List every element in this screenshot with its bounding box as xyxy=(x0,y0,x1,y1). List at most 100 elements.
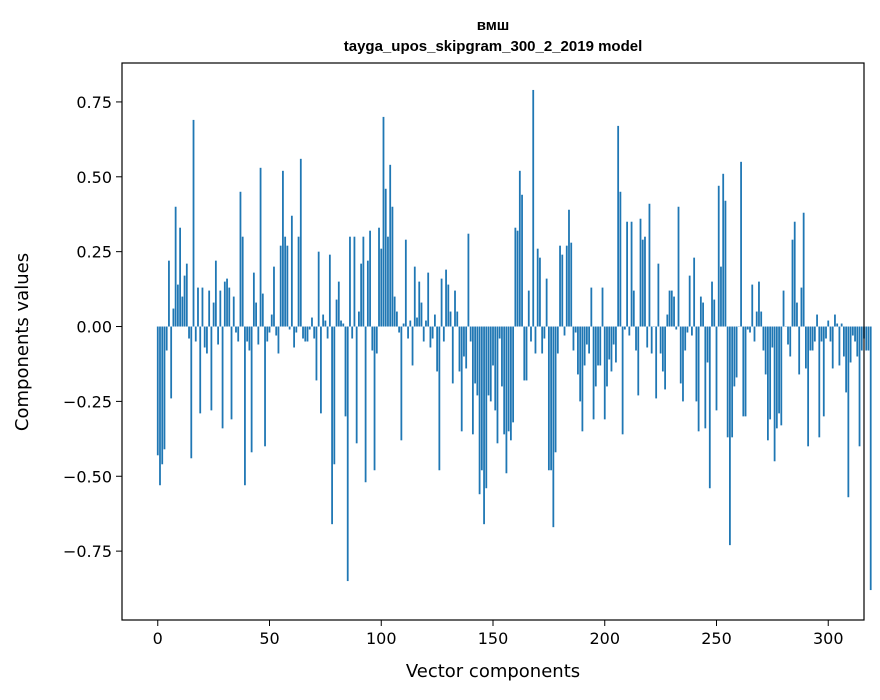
bar xyxy=(662,327,664,372)
bar xyxy=(870,327,872,591)
bar xyxy=(579,327,581,402)
bar xyxy=(727,327,729,438)
bar xyxy=(217,327,219,345)
bar xyxy=(215,261,217,327)
bar xyxy=(362,237,364,327)
bar xyxy=(861,327,863,351)
bar xyxy=(657,264,659,327)
bar xyxy=(599,327,601,366)
bar xyxy=(707,327,709,363)
bar xyxy=(736,327,738,378)
bar xyxy=(669,291,671,327)
bar xyxy=(284,237,286,327)
bar xyxy=(320,327,322,414)
bar xyxy=(660,327,662,354)
bar xyxy=(570,243,572,327)
bar xyxy=(852,327,854,336)
bar xyxy=(865,327,867,351)
bar xyxy=(190,327,192,459)
bar xyxy=(445,270,447,327)
bar xyxy=(604,327,606,420)
bar xyxy=(173,309,175,327)
bar xyxy=(282,171,284,327)
y-tick-label: −0.75 xyxy=(63,542,112,561)
bar xyxy=(854,327,856,342)
bar xyxy=(593,327,595,420)
bar xyxy=(492,327,494,366)
bar xyxy=(807,327,809,447)
bar xyxy=(405,240,407,327)
bar xyxy=(561,255,563,327)
bar xyxy=(349,237,351,327)
bar xyxy=(546,279,548,327)
bars-group xyxy=(157,90,872,590)
bar xyxy=(376,327,378,354)
bar xyxy=(438,327,440,471)
bar xyxy=(289,327,291,330)
bar xyxy=(640,219,642,327)
bar xyxy=(537,249,539,327)
y-tick-label: 0.25 xyxy=(76,243,112,262)
bar xyxy=(463,327,465,357)
bar xyxy=(199,327,201,414)
bar xyxy=(695,327,697,402)
bar xyxy=(336,300,338,327)
bar xyxy=(398,327,400,333)
x-tick-label: 200 xyxy=(589,629,620,648)
bar xyxy=(211,327,213,411)
bar xyxy=(559,246,561,327)
bar xyxy=(611,327,613,372)
bar xyxy=(472,327,474,435)
bar xyxy=(595,327,597,387)
bar xyxy=(856,327,858,357)
bar xyxy=(242,237,244,327)
bar xyxy=(620,192,622,327)
bar xyxy=(550,327,552,471)
bar xyxy=(271,315,273,327)
bar xyxy=(682,327,684,402)
bar xyxy=(177,285,179,327)
bar xyxy=(233,297,235,327)
bar xyxy=(787,327,789,345)
bar xyxy=(517,231,519,327)
bar xyxy=(825,327,827,339)
bar xyxy=(767,327,769,441)
bar xyxy=(409,321,411,327)
bar xyxy=(479,327,481,495)
bar xyxy=(501,327,503,387)
bar xyxy=(718,186,720,327)
bar xyxy=(847,327,849,498)
bar xyxy=(465,327,467,369)
bar xyxy=(843,327,845,357)
bar xyxy=(588,327,590,354)
bar xyxy=(338,282,340,327)
bar xyxy=(763,327,765,351)
bar xyxy=(754,327,756,342)
bar xyxy=(816,315,818,327)
bar xyxy=(494,327,496,411)
bar xyxy=(222,327,224,429)
bar xyxy=(251,327,253,453)
bar xyxy=(257,327,259,345)
bar xyxy=(758,282,760,327)
bar xyxy=(637,327,639,396)
bar xyxy=(508,327,510,432)
bar xyxy=(179,228,181,327)
bar xyxy=(425,321,427,327)
bar xyxy=(646,327,648,348)
bar xyxy=(380,249,382,327)
bar xyxy=(830,327,832,342)
bar xyxy=(371,327,373,351)
bar xyxy=(387,237,389,327)
bar xyxy=(237,327,239,342)
bar xyxy=(356,327,358,444)
bar xyxy=(358,312,360,327)
bar xyxy=(260,168,262,327)
bar xyxy=(655,327,657,399)
bar xyxy=(841,324,843,327)
bar xyxy=(333,327,335,465)
bar xyxy=(412,327,414,366)
bar xyxy=(231,327,233,420)
